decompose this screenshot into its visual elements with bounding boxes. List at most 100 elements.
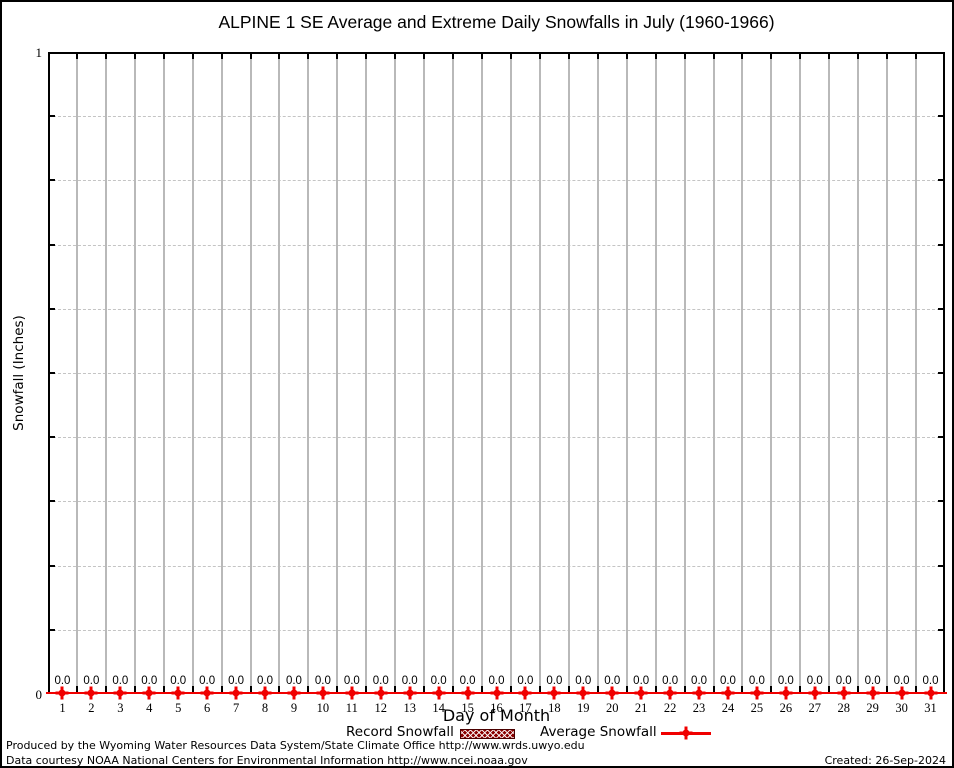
y-tick-right — [938, 500, 945, 503]
y-tick-left — [48, 115, 55, 118]
x-tick-top — [567, 52, 570, 59]
grid-vline — [336, 52, 339, 694]
x-tick-bottom — [394, 686, 397, 692]
value-label: 0.0 — [835, 675, 852, 687]
grid-vline — [886, 52, 889, 694]
data-marker — [142, 686, 156, 700]
data-marker — [316, 686, 330, 700]
legend-average-label: Average Snowfall — [540, 724, 657, 740]
value-label: 0.0 — [488, 675, 505, 687]
x-tick-top — [770, 52, 773, 59]
x-tick-label: 26 — [779, 701, 793, 715]
value-label: 0.0 — [604, 675, 621, 687]
x-tick-bottom — [538, 686, 541, 692]
x-tick-bottom — [509, 686, 512, 692]
x-tick-bottom — [799, 686, 802, 692]
value-label: 0.0 — [401, 675, 418, 687]
x-tick-top — [423, 52, 426, 59]
x-tick-bottom — [220, 686, 223, 692]
y-tick-right — [938, 372, 945, 374]
value-label: 0.0 — [257, 675, 274, 687]
data-marker — [779, 686, 793, 700]
legend-record-swatch — [460, 729, 515, 739]
y-tick-right — [938, 179, 945, 182]
data-marker — [605, 686, 619, 700]
value-label: 0.0 — [228, 675, 245, 687]
x-tick-bottom — [712, 686, 715, 692]
data-marker — [229, 686, 243, 700]
value-label: 0.0 — [343, 675, 360, 687]
grid-vline — [249, 52, 252, 694]
data-marker — [866, 686, 880, 700]
y-tick-left — [48, 564, 55, 567]
y-tick-left — [48, 243, 55, 246]
y-tick-right — [938, 436, 945, 439]
data-marker — [374, 686, 388, 700]
value-label: 0.0 — [517, 675, 534, 687]
y-tick-left — [48, 436, 55, 439]
x-tick-top — [683, 52, 686, 59]
x-tick-top — [394, 52, 397, 59]
data-marker — [895, 686, 909, 700]
x-tick-label: 17 — [519, 701, 532, 715]
grid-vline — [712, 52, 715, 694]
x-tick-top — [509, 52, 512, 59]
value-label: 0.0 — [459, 675, 476, 687]
grid-vline — [509, 52, 512, 694]
y-tick-left — [48, 307, 55, 310]
value-label: 0.0 — [141, 675, 158, 687]
grid-hline — [48, 308, 945, 310]
x-tick-bottom — [133, 686, 136, 692]
grid-hline — [48, 437, 945, 439]
x-tick-bottom — [857, 686, 860, 692]
x-tick-bottom — [75, 686, 78, 692]
y-tick-right — [938, 564, 945, 567]
grid-vline — [75, 52, 78, 694]
x-tick-label: 14 — [432, 701, 445, 715]
x-tick-label: 7 — [232, 701, 240, 715]
y-tick-right — [938, 243, 945, 246]
x-tick-label: 6 — [204, 701, 211, 715]
grid-vline — [654, 52, 657, 694]
x-tick-top — [596, 52, 599, 59]
x-tick-bottom — [683, 686, 686, 692]
x-tick-bottom — [162, 686, 165, 692]
x-tick-label: 13 — [403, 701, 416, 715]
x-tick-label: 10 — [316, 701, 330, 715]
data-marker — [518, 686, 532, 700]
grid-vline — [915, 52, 918, 694]
data-marker — [432, 686, 446, 700]
grid-vline — [481, 52, 484, 694]
x-tick-label: 18 — [548, 701, 561, 715]
x-tick-top — [625, 52, 628, 59]
x-tick-label: 2 — [88, 701, 95, 715]
x-tick-label: 11 — [345, 701, 358, 715]
x-tick-bottom — [915, 686, 918, 692]
y-tick-left — [48, 500, 55, 503]
data-marker — [576, 686, 590, 700]
grid-vline — [596, 52, 599, 694]
x-tick-label: 15 — [461, 701, 474, 715]
data-marker — [287, 686, 301, 700]
x-tick-top — [799, 52, 802, 59]
y-tick-left — [48, 179, 55, 182]
value-label: 0.0 — [575, 675, 592, 687]
data-marker — [663, 686, 677, 700]
x-tick-label: 4 — [146, 701, 153, 715]
grid-hline — [48, 501, 945, 503]
x-tick-top — [278, 52, 281, 59]
footer-produced: Produced by the Wyoming Water Resources … — [6, 739, 585, 752]
grid-hline — [48, 565, 945, 567]
grid-hline — [48, 180, 945, 182]
grid-vline — [452, 52, 455, 694]
x-tick-top — [857, 52, 860, 59]
footer-courtesy: Data courtesy NOAA National Centers for … — [6, 754, 528, 767]
value-label: 0.0 — [430, 675, 447, 687]
value-label: 0.0 — [719, 675, 736, 687]
x-tick-bottom — [567, 686, 570, 692]
x-tick-top — [249, 52, 252, 59]
x-tick-top — [104, 52, 107, 59]
x-tick-label: 5 — [175, 701, 182, 715]
x-tick-bottom — [770, 686, 773, 692]
